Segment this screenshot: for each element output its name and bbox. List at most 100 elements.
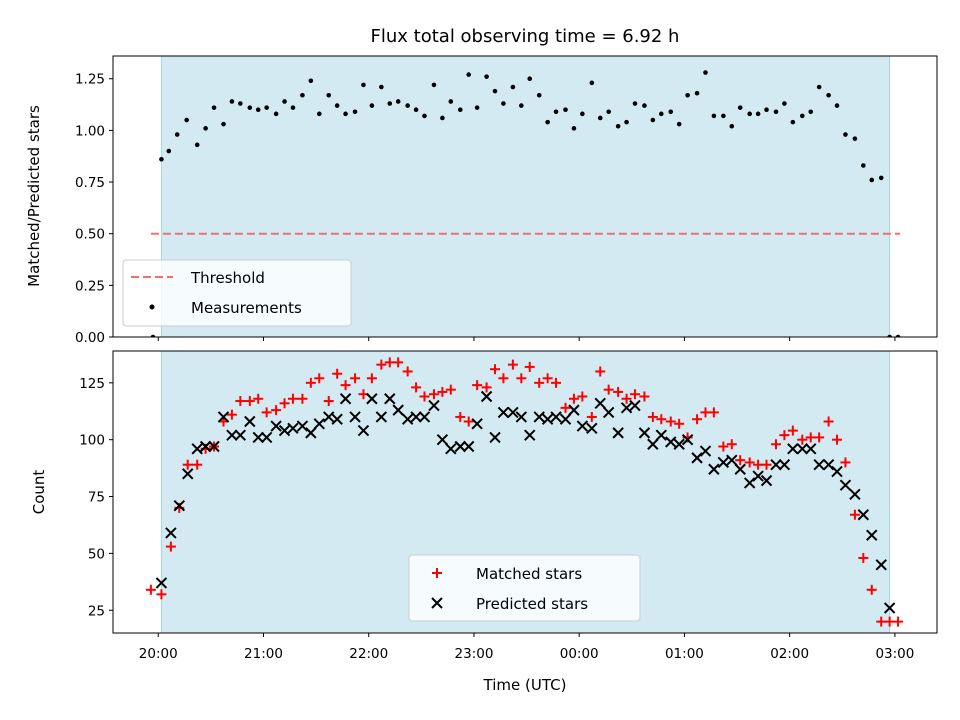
data-point: [726, 454, 738, 466]
x-stroke-b: [875, 559, 887, 571]
x-stroke-b: [191, 443, 203, 455]
data-point: [419, 391, 430, 402]
data-point: [536, 92, 542, 98]
x-stroke-b: [778, 459, 791, 471]
x-stroke-b: [576, 420, 589, 432]
data-point: [764, 107, 769, 113]
x-stroke-b: [857, 509, 870, 521]
x-stroke-b: [849, 488, 861, 500]
x-stroke-b: [602, 406, 615, 419]
data-point: [770, 439, 781, 450]
data-point: [375, 411, 388, 423]
data-point: [642, 103, 647, 108]
x-stroke-b: [691, 452, 703, 464]
data-point: [773, 109, 779, 115]
x-stroke-b: [550, 411, 562, 423]
x-stroke-b: [743, 477, 756, 489]
data-point: [238, 101, 243, 106]
data-point: [361, 82, 366, 88]
data-point: [744, 457, 755, 468]
data-point: [501, 101, 506, 106]
data-point: [334, 103, 340, 108]
data-point: [629, 399, 641, 412]
data-point: [221, 121, 226, 127]
data-point: [647, 438, 659, 450]
data-point: [613, 386, 624, 397]
data-point: [782, 101, 787, 106]
data-point: [343, 111, 348, 117]
x-stroke-b: [796, 443, 809, 455]
top-ytick-label: 1.00: [75, 123, 105, 139]
x-stroke-b: [234, 429, 247, 441]
data-point: [571, 126, 577, 131]
x-stroke-b: [533, 411, 545, 423]
bottom-axes-frame: [112, 350, 938, 634]
data-point: [656, 414, 667, 425]
data-point: [832, 434, 843, 445]
x-stroke-b: [339, 393, 352, 405]
data-point: [559, 413, 572, 425]
data-point: [271, 405, 282, 416]
x-stroke-b: [699, 445, 712, 457]
x-stroke-b: [708, 463, 720, 475]
data-point: [366, 393, 378, 405]
data-point: [665, 436, 677, 448]
data-point: [796, 443, 809, 455]
x-stroke-b: [305, 427, 317, 439]
x-stroke-b: [839, 479, 852, 491]
x-stroke-b: [208, 440, 220, 453]
data-point: [150, 334, 156, 337]
data-point: [533, 411, 545, 423]
data-point: [515, 411, 528, 423]
top-legend: Threshold Measurements: [122, 259, 352, 327]
x-axis-label: Time (UTC): [483, 676, 567, 694]
data-point: [507, 359, 518, 370]
x-stroke-b: [507, 406, 519, 419]
bottom-plot-area: [145, 357, 904, 627]
x-stroke-b: [822, 459, 835, 471]
data-point: [296, 420, 309, 432]
data-point: [229, 99, 235, 104]
xtick-label: 22:00: [349, 646, 388, 662]
data-point: [350, 373, 361, 384]
data-point: [422, 113, 427, 119]
data-point: [834, 103, 840, 108]
top-series-0: [150, 70, 901, 337]
x-stroke-b: [428, 399, 440, 412]
data-point: [323, 411, 335, 423]
data-point: [692, 414, 703, 425]
data-point: [527, 76, 533, 82]
data-point: [492, 88, 498, 94]
data-point: [392, 404, 404, 416]
data-point: [787, 443, 799, 455]
x-stroke-b: [182, 468, 194, 480]
x-stroke-b: [734, 463, 746, 475]
data-point: [658, 111, 664, 117]
data-point: [761, 459, 772, 470]
data-point: [840, 457, 851, 468]
data-point: [770, 459, 782, 471]
top-ytick-label: 0.00: [75, 330, 105, 346]
x-stroke-b: [392, 404, 404, 416]
data-point: [287, 393, 298, 404]
x-stroke-b: [260, 431, 273, 444]
data-point: [376, 359, 387, 370]
data-point: [861, 163, 866, 168]
data-point: [405, 103, 410, 108]
data-point: [779, 430, 790, 441]
data-point: [326, 92, 332, 98]
data-point: [455, 411, 466, 422]
x-stroke-b: [717, 456, 730, 469]
data-point: [822, 459, 835, 471]
data-point: [510, 84, 516, 90]
x-stroke-b: [173, 499, 186, 512]
data-point: [816, 84, 822, 90]
legend-matched-label: Matched stars: [476, 565, 582, 583]
data-point: [155, 577, 168, 589]
data-point: [577, 391, 588, 402]
x-stroke-b: [431, 597, 443, 609]
x-stroke-b: [752, 470, 764, 482]
data-point: [843, 132, 848, 137]
data-point: [226, 429, 238, 441]
data-point: [184, 117, 189, 123]
